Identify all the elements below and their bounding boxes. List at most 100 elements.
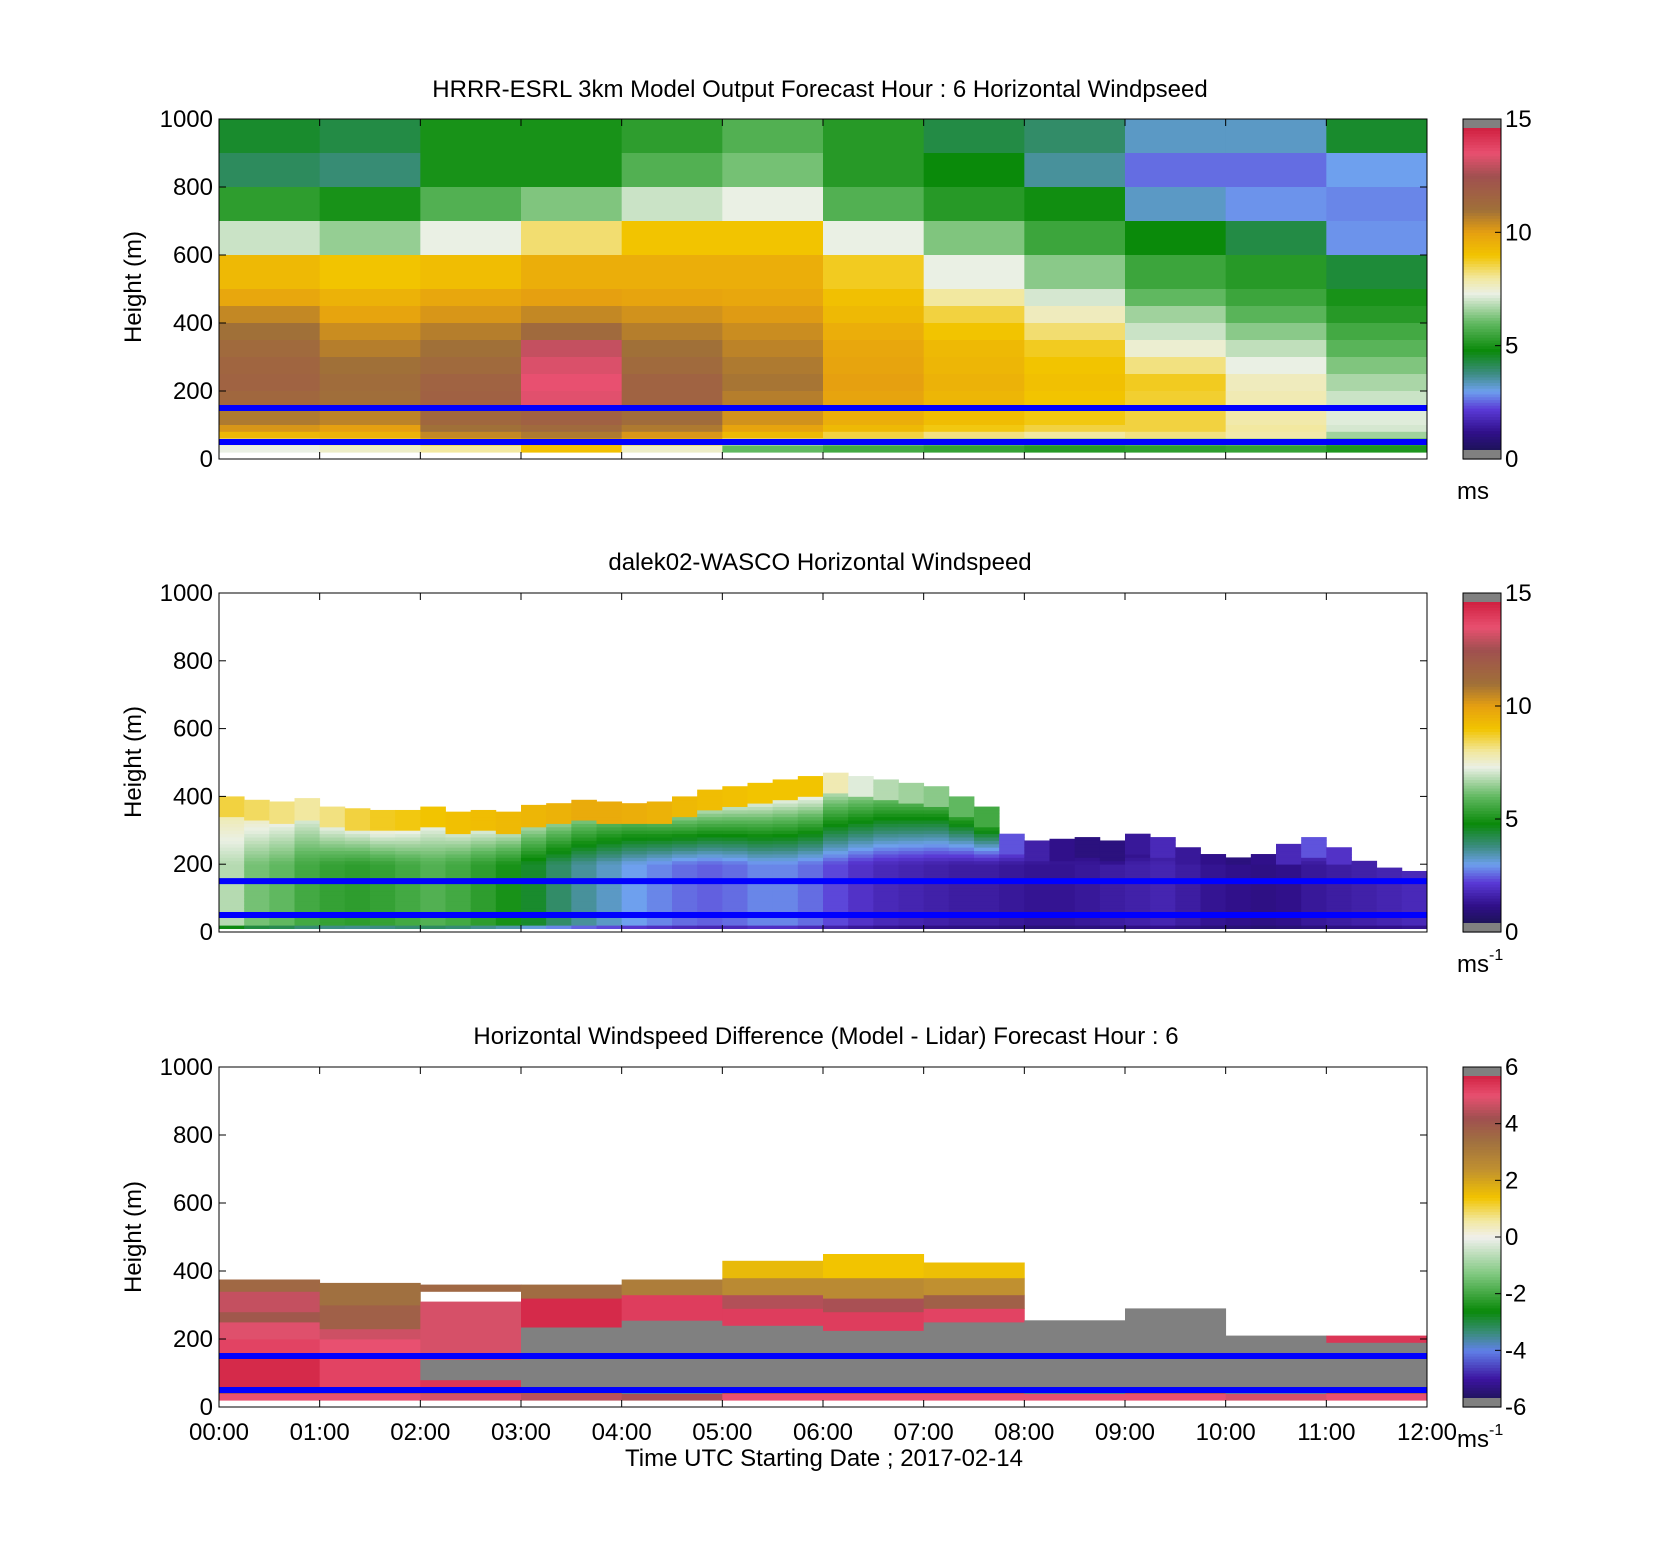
heatmap-cell bbox=[1049, 840, 1076, 845]
colorbar-swatch bbox=[1463, 340, 1501, 344]
heatmap-cell bbox=[1225, 891, 1252, 896]
heatmap-cell bbox=[722, 431, 824, 439]
heatmap-cell bbox=[1301, 854, 1327, 858]
heatmap-cell bbox=[495, 854, 522, 858]
heatmap-cell bbox=[1074, 857, 1101, 862]
colorbar-swatch bbox=[1463, 912, 1501, 916]
heatmap-cell bbox=[1276, 908, 1302, 913]
heatmap-cell bbox=[1326, 874, 1352, 879]
heatmap-cell bbox=[546, 823, 572, 828]
heatmap-cell bbox=[722, 867, 748, 872]
heatmap-cell bbox=[1024, 408, 1126, 426]
heatmap-cell bbox=[898, 803, 925, 807]
heatmap-cell bbox=[1099, 840, 1126, 845]
heatmap-cell bbox=[999, 854, 1025, 858]
colorbar-swatch bbox=[1463, 790, 1501, 795]
colorbar-swatch bbox=[1463, 1288, 1501, 1292]
colorbar-swatch bbox=[1463, 804, 1501, 809]
colorbar-swatch bbox=[1463, 1109, 1501, 1113]
colorbar-swatch bbox=[1463, 436, 1501, 440]
heatmap-cell bbox=[974, 847, 1000, 852]
heatmap-cell bbox=[722, 1277, 824, 1296]
heatmap-cell bbox=[244, 826, 270, 831]
heatmap-cell bbox=[571, 854, 597, 858]
heatmap-cell bbox=[923, 289, 1025, 307]
heatmap-cell bbox=[1024, 864, 1050, 868]
colorbar-cap bbox=[1463, 1398, 1501, 1407]
heatmap-cell bbox=[445, 816, 472, 821]
colorbar-swatch bbox=[1463, 1228, 1501, 1232]
heatmap-cell bbox=[470, 925, 497, 930]
heatmap-cell bbox=[1200, 870, 1227, 875]
colorbar-swatch bbox=[1463, 308, 1501, 313]
heatmap-cell bbox=[521, 857, 547, 862]
heatmap-cell bbox=[596, 857, 623, 862]
heatmap-cell bbox=[722, 823, 748, 828]
heatmap-cell bbox=[848, 820, 874, 824]
heatmap-cell bbox=[898, 867, 925, 872]
colorbar-swatch bbox=[1463, 1313, 1501, 1317]
panel-lidar: dalek02-WASCO Horizontal Windspeed Heigh… bbox=[120, 549, 1532, 978]
heatmap-cell bbox=[420, 857, 446, 862]
heatmap-cell bbox=[1225, 870, 1252, 875]
colorbar-swatch bbox=[1463, 1101, 1501, 1105]
heatmap-cell bbox=[722, 806, 748, 811]
heatmap-cell bbox=[1175, 884, 1201, 889]
heatmap-cell bbox=[797, 904, 824, 909]
heatmap-cell bbox=[823, 904, 849, 909]
heatmap-cell bbox=[495, 833, 522, 838]
heatmap-cell bbox=[848, 813, 874, 818]
heatmap-cell bbox=[1376, 925, 1403, 930]
heatmap-cell bbox=[294, 833, 321, 838]
heatmap-cell bbox=[370, 884, 396, 889]
heatmap-cell bbox=[1049, 874, 1076, 879]
heatmap-cell bbox=[722, 887, 748, 892]
heatmap-cell bbox=[521, 891, 547, 896]
colorbar-swatch bbox=[1463, 1375, 1501, 1380]
colorbar-swatch bbox=[1463, 198, 1501, 202]
heatmap-cell bbox=[319, 901, 346, 906]
heatmap-cell bbox=[646, 921, 673, 926]
heatmap-cell bbox=[797, 891, 824, 896]
colorbar-swatch bbox=[1463, 689, 1501, 693]
colorbar-swatch bbox=[1463, 1075, 1501, 1079]
colorbar-swatch bbox=[1463, 311, 1501, 316]
heatmap-cell bbox=[1125, 840, 1151, 845]
heatmap-cell bbox=[722, 289, 824, 307]
colorbar-swatch bbox=[1463, 1310, 1501, 1315]
colorbar-swatch bbox=[1463, 1307, 1501, 1312]
heatmap-cell bbox=[1250, 904, 1277, 909]
heatmap-cell bbox=[923, 408, 1025, 426]
heatmap-cell bbox=[1401, 918, 1428, 923]
heatmap-cell bbox=[823, 1393, 925, 1401]
heatmap-cell bbox=[445, 820, 472, 824]
colorbar-swatch bbox=[1463, 1174, 1501, 1179]
heatmap-cell bbox=[873, 782, 899, 787]
heatmap-cell bbox=[722, 843, 748, 848]
heatmap-cell bbox=[772, 918, 799, 923]
x-tick-label: 00:00 bbox=[189, 1419, 249, 1446]
heatmap-cell bbox=[747, 833, 774, 838]
colorbar-swatch bbox=[1463, 1129, 1501, 1133]
heatmap-cell bbox=[646, 904, 673, 909]
colorbar-tick-label: 10 bbox=[1505, 219, 1532, 246]
heatmap-cell bbox=[797, 803, 824, 807]
heatmap-cell bbox=[269, 870, 295, 875]
heatmap-cell bbox=[521, 921, 547, 926]
heatmap-cell bbox=[823, 1311, 925, 1331]
heatmap-cell bbox=[1049, 918, 1076, 923]
heatmap-cell bbox=[1351, 908, 1378, 913]
heatmap-cell bbox=[1225, 391, 1327, 409]
heatmap-cell bbox=[621, 221, 723, 256]
colorbar-swatch bbox=[1463, 666, 1501, 670]
heatmap-cell bbox=[797, 799, 824, 804]
heatmap-cell bbox=[1024, 850, 1050, 855]
colorbar-swatch bbox=[1463, 425, 1501, 429]
heatmap-cell bbox=[1150, 901, 1176, 906]
heatmap-cell bbox=[344, 847, 371, 852]
heatmap-cell bbox=[571, 904, 597, 909]
heatmap-cell bbox=[1024, 925, 1050, 930]
heatmap-cell bbox=[1049, 864, 1076, 868]
heatmap-cell bbox=[219, 843, 245, 848]
heatmap-cell bbox=[1326, 854, 1352, 858]
